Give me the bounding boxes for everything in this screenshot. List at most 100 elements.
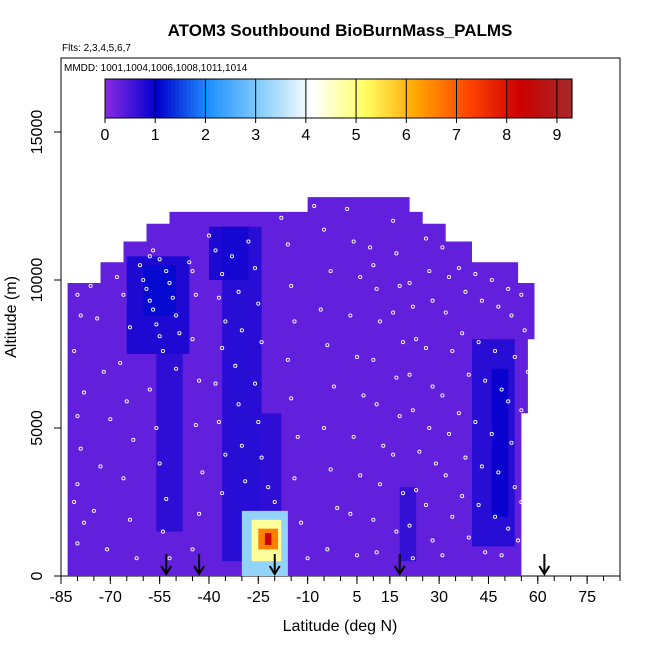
colorbar-swatch — [412, 79, 417, 118]
sample-point — [463, 289, 468, 294]
sample-point — [259, 340, 264, 345]
sample-point — [400, 491, 406, 496]
sample-point — [108, 417, 113, 422]
sample-point — [397, 414, 402, 419]
sample-point — [358, 274, 363, 280]
heatmap-cell-mid-column — [399, 487, 417, 562]
colorbar-swatch — [167, 79, 172, 118]
sample-point — [368, 245, 373, 250]
sample-point — [450, 514, 455, 519]
sample-point — [312, 203, 317, 209]
sample-point — [98, 464, 103, 469]
sample-point — [522, 452, 527, 457]
colorbar-swatch — [486, 79, 491, 118]
sample-point — [358, 473, 363, 478]
x-tick-label: -25 — [247, 589, 270, 606]
sample-point — [512, 354, 517, 360]
colorbar-swatch — [498, 79, 503, 118]
sample-point — [391, 452, 396, 457]
heatmap-cell-lower-column — [261, 413, 282, 541]
colorbar-swatch — [459, 79, 464, 118]
colorbar-swatch — [287, 79, 293, 118]
sample-point — [483, 550, 488, 555]
sample-point — [496, 304, 501, 309]
sample-point — [75, 541, 80, 546]
sample-point — [394, 529, 399, 534]
sample-point — [512, 485, 517, 490]
sample-point — [391, 218, 396, 223]
colorbar-swatch — [365, 79, 371, 118]
sample-point — [147, 254, 152, 259]
colorbar-swatch — [155, 79, 161, 118]
sample-point — [496, 470, 501, 475]
colorbar-swatch — [295, 79, 301, 118]
sample-point — [446, 431, 452, 436]
sample-point — [473, 272, 478, 277]
colorbar-swatch — [330, 79, 336, 118]
sample-point — [381, 443, 386, 448]
colorbar-swatch — [369, 79, 375, 118]
colorbar-swatch — [136, 79, 141, 118]
sample-point — [256, 420, 261, 425]
colorbar-swatch — [198, 79, 203, 118]
colorbar-swatch — [248, 79, 254, 118]
colorbar-swatch — [272, 79, 277, 118]
sample-point — [174, 366, 179, 371]
arrow-head — [160, 565, 173, 576]
sample-point — [509, 313, 514, 318]
sample-point — [197, 511, 202, 516]
colorbar-swatch — [463, 79, 468, 118]
x-tick-label: 30 — [430, 589, 448, 606]
sample-point — [72, 348, 77, 354]
colorbar-swatch — [315, 79, 320, 118]
sample-point — [160, 529, 165, 534]
colorbar-swatch — [533, 79, 538, 118]
colorbar-swatch — [513, 79, 519, 118]
sample-point — [440, 393, 445, 398]
colorbar-swatch — [392, 79, 398, 118]
colorbar-swatch — [252, 79, 258, 118]
colorbar-swatch — [357, 79, 363, 118]
colorbar-swatch — [431, 79, 437, 118]
colorbar-swatch — [334, 79, 340, 118]
sample-point — [456, 266, 461, 271]
dates-subtitle: MMDD: 1001,1004,1006,1008,1011,1014 — [64, 63, 248, 74]
sample-point — [78, 446, 83, 451]
sample-point — [433, 461, 438, 466]
sample-point — [239, 443, 244, 448]
heatmap-cell-central-column — [222, 226, 262, 562]
sample-point — [220, 491, 225, 496]
colorbar-swatch — [338, 79, 343, 118]
colorbar-swatch — [443, 79, 449, 118]
sample-point — [410, 408, 415, 413]
sample-point — [141, 277, 146, 283]
arrow-head — [538, 565, 551, 576]
sample-point — [289, 283, 294, 288]
sample-point — [476, 340, 481, 345]
heatmap-layer — [67, 197, 535, 576]
colorbar-swatch — [210, 79, 215, 118]
sample-point — [266, 485, 271, 490]
sample-point — [128, 517, 133, 522]
sample-point — [154, 425, 159, 431]
colorbar-swatch — [447, 79, 452, 118]
sample-point — [345, 206, 350, 212]
colorbar-swatch — [147, 79, 153, 118]
colorbar-swatch — [377, 79, 382, 118]
sample-point — [466, 535, 471, 540]
colorbar-swatch — [342, 79, 347, 118]
sample-point — [407, 523, 412, 528]
sample-point — [292, 319, 297, 324]
sample-points — [72, 203, 530, 561]
sample-point — [236, 289, 241, 294]
sample-point — [137, 263, 142, 268]
colorbar-swatch — [171, 79, 176, 118]
sample-point — [233, 363, 238, 368]
heatmap-cell-south-mid-column — [156, 354, 183, 532]
colorbar-swatch — [470, 79, 476, 118]
heatmap-cell-central-upper — [208, 226, 249, 280]
colorbar-swatch — [501, 79, 507, 118]
colorbar-swatch — [260, 79, 266, 118]
colorbar-swatch — [213, 79, 219, 118]
